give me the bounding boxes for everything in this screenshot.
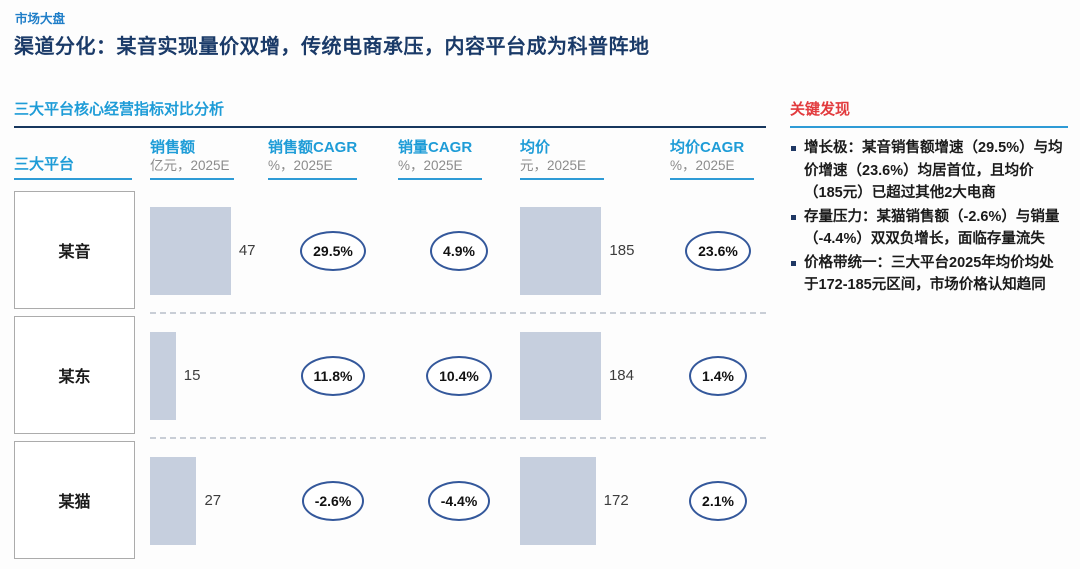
platform-box: 某音 — [14, 191, 135, 309]
price-cagr-oval: 2.1% — [689, 480, 747, 521]
table-header-row: 三大平台 销售额 亿元，2025E 销售额CAGR %，2025E 销量CAGR… — [14, 132, 766, 180]
sales-value: 15 — [183, 367, 201, 384]
price-value: 185 — [609, 242, 635, 259]
column-header-sales: 销售额 亿元，2025E — [150, 139, 234, 180]
price-bar — [520, 206, 602, 295]
eyebrow-label: 市场大盘 — [15, 12, 66, 26]
sales-cagr-oval: 11.8% — [300, 355, 366, 396]
price-value: 184 — [608, 367, 634, 384]
bullet-marker — [791, 214, 796, 220]
finding-text: 某音销售额增速（29.5%）与均价增速（23.6%）均居首位，且均价（185元）… — [804, 140, 1063, 201]
row-divider — [150, 312, 766, 314]
table-row-mouyin: 某音 47 29.5% 4.9% 185 23.6% — [14, 188, 766, 314]
column-header-price: 均价 元，2025E — [520, 139, 604, 180]
price-value: 172 — [603, 492, 629, 509]
column-header-volume-cagr: 销量CAGR %，2025E — [398, 139, 482, 180]
column-header-price-cagr: 均价CAGR %，2025E — [670, 139, 754, 180]
sales-cagr-oval: -2.6% — [301, 480, 365, 521]
table-body: 某音 47 29.5% 4.9% 185 23.6% 某东 15 — [14, 188, 766, 563]
volume-cagr-oval: -4.4% — [427, 480, 491, 521]
platform-label: 某东 — [58, 369, 91, 386]
platform-box: 某猫 — [14, 441, 135, 559]
finding-item-stock-pressure: 存量压力：某猫销售额（-2.6%）与销量（-4.4%）双双负增长，面临存量流失 — [790, 206, 1068, 251]
price-cagr-oval: 23.6% — [685, 230, 751, 271]
sales-value: 27 — [204, 492, 222, 509]
finding-item-growth: 增长极：某音销售额增速（29.5%）与均价增速（23.6%）均居首位，且均价（1… — [790, 137, 1068, 205]
table-row-moumao: 某猫 27 -2.6% -4.4% 172 2.1% — [14, 438, 766, 563]
volume-cagr-oval: 10.4% — [426, 355, 492, 396]
sales-bar — [150, 206, 231, 295]
finding-text: 某猫销售额（-2.6%）与销量（-4.4%）双双负增长，面临存量流失 — [804, 208, 1060, 248]
price-cagr-oval: 1.4% — [689, 355, 747, 396]
price-bar — [520, 456, 596, 545]
volume-cagr-oval: 4.9% — [430, 230, 488, 271]
column-header-sales-cagr: 销售额CAGR %，2025E — [268, 139, 358, 180]
finding-lead: 价格带统一： — [804, 254, 891, 271]
bullet-marker — [791, 260, 796, 266]
section-title: 三大平台核心经营指标对比分析 — [14, 98, 766, 128]
comparison-panel: 三大平台核心经营指标对比分析 三大平台 销售额 亿元，2025E 销售额CAGR… — [14, 98, 766, 563]
finding-item-price-band: 价格带统一：三大平台2025年均价均处于172-185元区间，市场价格认知趋同 — [790, 252, 1068, 297]
platform-label: 某音 — [58, 244, 91, 261]
finding-lead: 增长极： — [804, 140, 862, 156]
key-findings-title: 关键发现 — [790, 98, 1068, 128]
sales-bar — [150, 456, 197, 545]
table-row-moudong: 某东 15 11.8% 10.4% 184 1.4% — [14, 313, 766, 439]
page-title: 渠道分化：某音实现量价双增，传统电商承压，内容平台成为科普阵地 — [14, 36, 650, 58]
sales-bar — [150, 331, 176, 420]
column-header-platform: 三大平台 — [14, 153, 132, 180]
sales-value: 47 — [238, 242, 256, 259]
row-divider — [150, 437, 766, 439]
finding-lead: 存量压力： — [804, 208, 877, 225]
price-bar — [520, 331, 601, 420]
platform-label: 某猫 — [58, 494, 91, 511]
bullet-marker — [791, 146, 796, 151]
sales-cagr-oval: 29.5% — [300, 230, 366, 271]
key-findings-panel: 关键发现 增长极：某音销售额增速（29.5%）与均价增速（23.6%）均居首位，… — [790, 98, 1068, 298]
finding-text: 三大平台2025年均价均处于172-185元区间，市场价格认知趋同 — [804, 254, 1054, 294]
platform-box: 某东 — [14, 316, 135, 434]
